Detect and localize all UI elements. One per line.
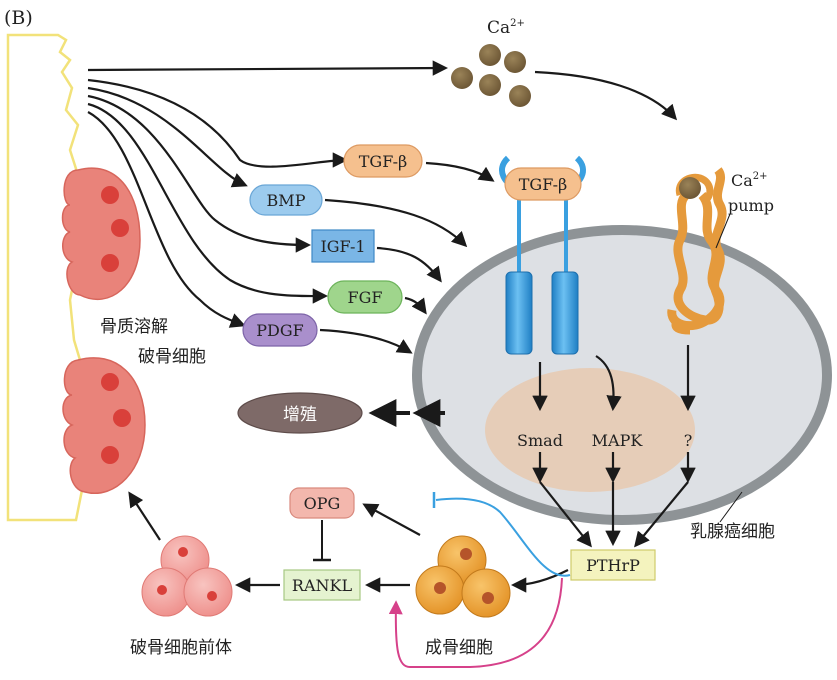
signaling-arrows [532, 345, 696, 548]
nucleus [485, 368, 695, 492]
svg-text:RANKL: RANKL [292, 576, 353, 595]
osteoclast-bottom [62, 357, 146, 495]
svg-text:PTHrP: PTHrP [586, 556, 640, 575]
osteoclast-top [61, 167, 141, 301]
bone-resorption-label: 骨质溶解 [100, 317, 168, 337]
pump-leader [715, 213, 731, 249]
svg-text:PDGF: PDGF [256, 321, 303, 340]
svg-text:TGF-β: TGF-β [359, 152, 408, 171]
pump-word-label: pump [728, 196, 774, 215]
unknown-pathway-label: ? [684, 431, 693, 450]
breast-cancer-cell-label: 乳腺癌细胞 [690, 522, 775, 542]
fgf-box: FGF [327, 280, 403, 314]
panel-label: (B) [4, 7, 33, 29]
tgf-to-receptor-arrow [425, 161, 495, 182]
igf1-arrow [376, 246, 442, 283]
smad-label: Smad [517, 431, 563, 450]
pthrp-node: PTHrP [570, 549, 656, 581]
pump-ion-label: Ca2+ [731, 171, 768, 190]
osteoblast-label: 成骨细胞 [425, 638, 493, 658]
opg-inhibits-rankl [313, 520, 331, 562]
release-arrows [87, 60, 449, 328]
svg-text:IGF-1: IGF-1 [320, 237, 365, 256]
osteoclast-precursor-label: 破骨细胞前体 [130, 638, 232, 658]
proliferation-node: 增殖 [237, 392, 363, 434]
svg-text:TGF-β: TGF-β [519, 175, 568, 194]
pthrp-activation-loop [388, 577, 563, 668]
pthrp-inhibition-line [432, 492, 571, 577]
cell-leader [719, 491, 743, 523]
tgf-beta-receptor: TGF-β [499, 155, 586, 355]
pdgf-arrow [319, 328, 413, 354]
opg-node: OPG [289, 487, 355, 519]
rankl-node: RANKL [283, 569, 361, 601]
calcium-label: Ca2+ [487, 18, 525, 38]
calcium-ions [451, 44, 531, 107]
calcium-to-pump-arrow [534, 70, 678, 121]
svg-text:OPG: OPG [304, 494, 341, 513]
osteoclast-label: 破骨细胞 [138, 347, 206, 367]
igf1-box: IGF-1 [311, 229, 375, 263]
osteoclast-precursor-cluster [141, 535, 233, 617]
mapk-label: MAPK [592, 431, 644, 450]
calcium-pump [667, 167, 727, 335]
svg-text:增殖: 增殖 [283, 405, 317, 425]
bmp-arrow [324, 198, 468, 248]
svg-text:BMP: BMP [267, 191, 306, 210]
osteoblast-cluster [415, 535, 511, 618]
lower-arrows [128, 491, 569, 593]
tgf-beta-box: TGF-β [343, 144, 423, 178]
pdgf-box: PDGF [242, 313, 318, 347]
fgf-arrow [404, 296, 427, 315]
svg-text:FGF: FGF [348, 288, 383, 307]
bmp-box: BMP [249, 184, 323, 216]
